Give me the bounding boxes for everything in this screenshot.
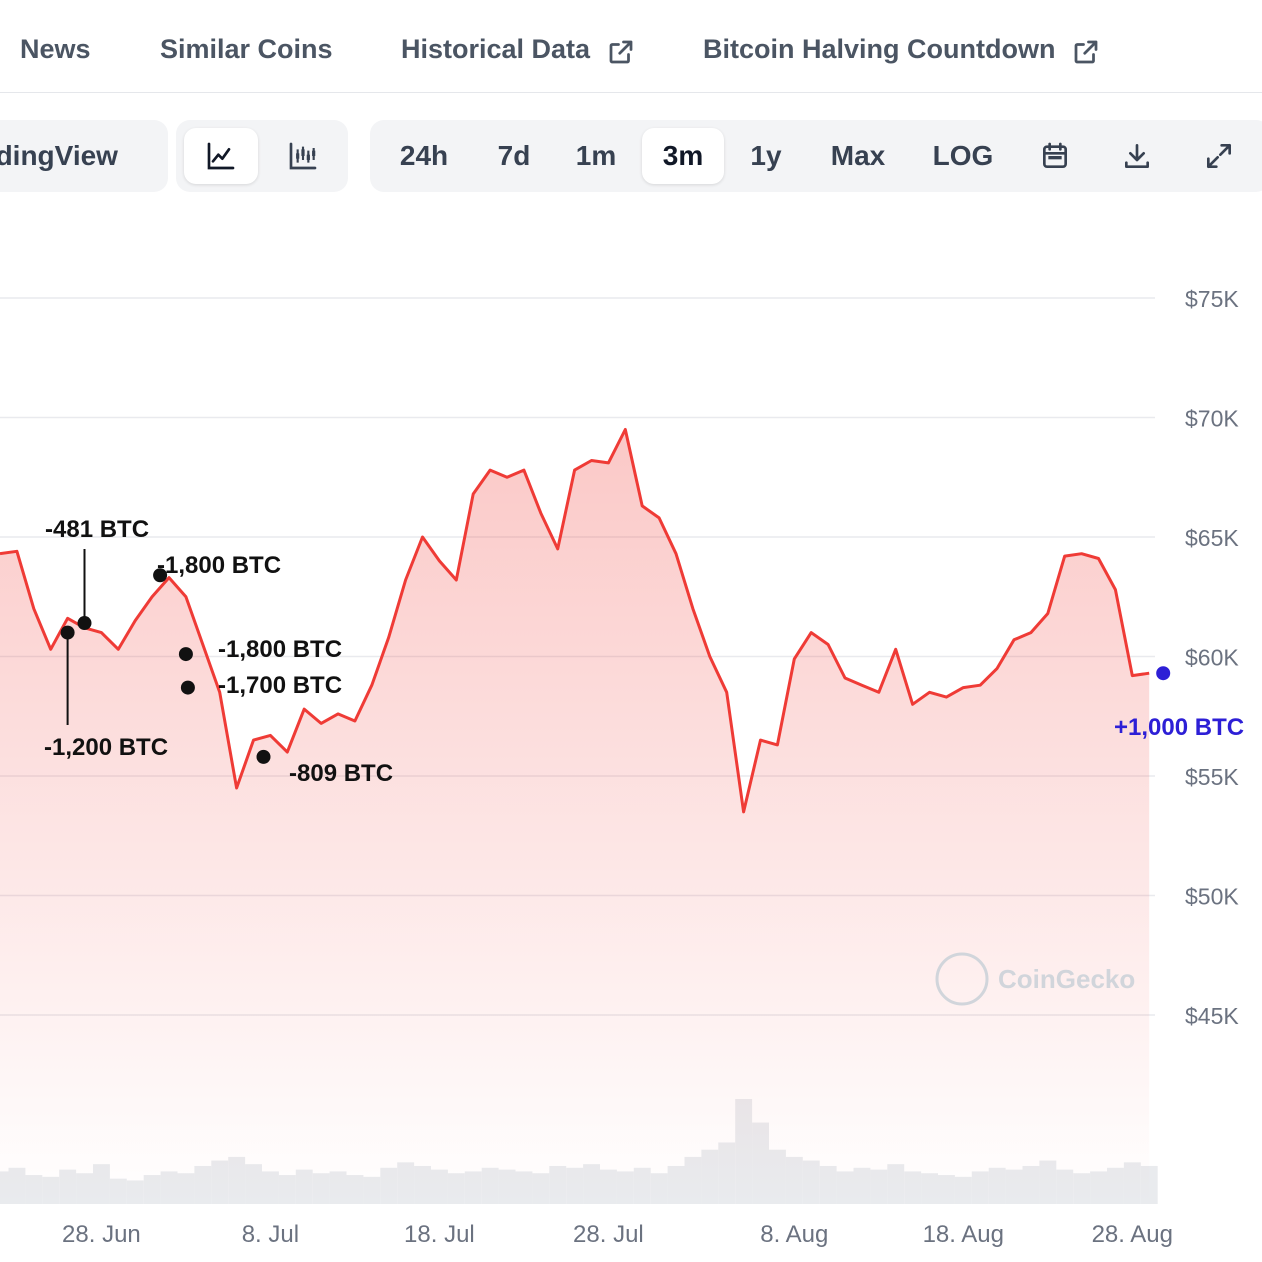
annotation-label: -1,700 BTC xyxy=(218,672,342,699)
external-link-icon xyxy=(609,40,633,64)
y-tick-label: $50K xyxy=(1185,884,1239,910)
annotation-label: +1,000 BTC xyxy=(1114,714,1244,741)
tradingview-group: adingView xyxy=(0,120,168,192)
x-tick-label: 8. Jul xyxy=(242,1221,299,1248)
nav-bitcoin-halving-countdown[interactable]: Bitcoin Halving Countdown xyxy=(703,34,1101,65)
annotation-label: -1,200 BTC xyxy=(44,734,168,761)
nav-historical-data-label: Historical Data xyxy=(401,34,591,64)
line-chart-icon xyxy=(207,142,235,170)
nav-similar-coins[interactable]: Similar Coins xyxy=(160,34,333,64)
annotation-marker xyxy=(60,625,75,640)
annotation-marker xyxy=(153,568,168,583)
x-tick-label: 18. Aug xyxy=(923,1221,1004,1248)
nav-bitcoin-halving-countdown-label: Bitcoin Halving Countdown xyxy=(703,34,1056,64)
x-tick-label: 28. Jun xyxy=(62,1221,141,1248)
annotation-marker xyxy=(77,616,92,631)
price-chart[interactable]: CoinGecko -481 BTC -1,800 BTC -1,800 BTC -1… xyxy=(0,200,1262,1262)
coingecko-watermark: CoinGecko xyxy=(935,952,1135,1006)
annotation-label: -481 BTC xyxy=(45,516,149,543)
line-chart-button[interactable] xyxy=(184,128,258,184)
chart-type-group xyxy=(176,120,348,192)
coingecko-logo-icon xyxy=(935,952,989,1006)
annotation-marker xyxy=(180,680,195,695)
range-max[interactable]: Max xyxy=(830,140,886,171)
range-24h[interactable]: 24h xyxy=(399,140,449,171)
x-tick-label: 8. Aug xyxy=(760,1221,828,1248)
fullscreen-icon xyxy=(1207,144,1231,168)
x-tick-label: 28. Aug xyxy=(1092,1221,1173,1248)
x-tick-label: 28. Jul xyxy=(573,1221,644,1248)
coin-page-nav: News Similar Coins Historical Data Bitco… xyxy=(0,0,1262,93)
annotation-marker xyxy=(178,647,193,662)
y-tick-label: $70K xyxy=(1185,406,1239,432)
log-toggle[interactable]: LOG xyxy=(932,140,994,171)
y-tick-label: $65K xyxy=(1185,525,1239,551)
x-tick-label: 18. Jul xyxy=(404,1221,475,1248)
range-7d[interactable]: 7d xyxy=(497,140,531,171)
candlestick-chart-icon xyxy=(289,142,317,170)
range-group: 24h 7d 1m 3m 1y Max LOG xyxy=(370,120,1262,192)
calendar-icon xyxy=(1043,142,1067,168)
range-3m[interactable]: 3m xyxy=(642,128,724,184)
candlestick-chart-button[interactable] xyxy=(266,128,340,184)
price-area xyxy=(0,429,1150,1204)
nav-historical-data[interactable]: Historical Data xyxy=(401,34,636,65)
download-icon xyxy=(1125,144,1149,168)
range-1y[interactable]: 1y xyxy=(750,140,782,171)
fullscreen-button[interactable] xyxy=(1182,128,1256,184)
price-line xyxy=(0,428,1150,814)
range-1m[interactable]: 1m xyxy=(575,140,617,171)
annotation-label: -1,800 BTC xyxy=(218,636,342,663)
tradingview-button[interactable]: adingView xyxy=(0,140,118,171)
y-tick-label: $45K xyxy=(1185,1003,1239,1029)
annotation-label: -1,800 BTC xyxy=(157,552,281,579)
download-button[interactable] xyxy=(1100,128,1174,184)
y-tick-label: $75K xyxy=(1185,286,1239,312)
calendar-button[interactable] xyxy=(1018,128,1092,184)
annotation-label: -809 BTC xyxy=(289,760,393,787)
annotation-marker xyxy=(1156,666,1171,681)
external-link-icon xyxy=(1075,40,1098,64)
watermark-text: CoinGecko xyxy=(998,964,1135,994)
annotation-marker xyxy=(256,749,271,764)
y-tick-label: $55K xyxy=(1185,764,1239,790)
y-tick-label: $60K xyxy=(1185,645,1239,671)
nav-news[interactable]: News xyxy=(20,34,91,64)
